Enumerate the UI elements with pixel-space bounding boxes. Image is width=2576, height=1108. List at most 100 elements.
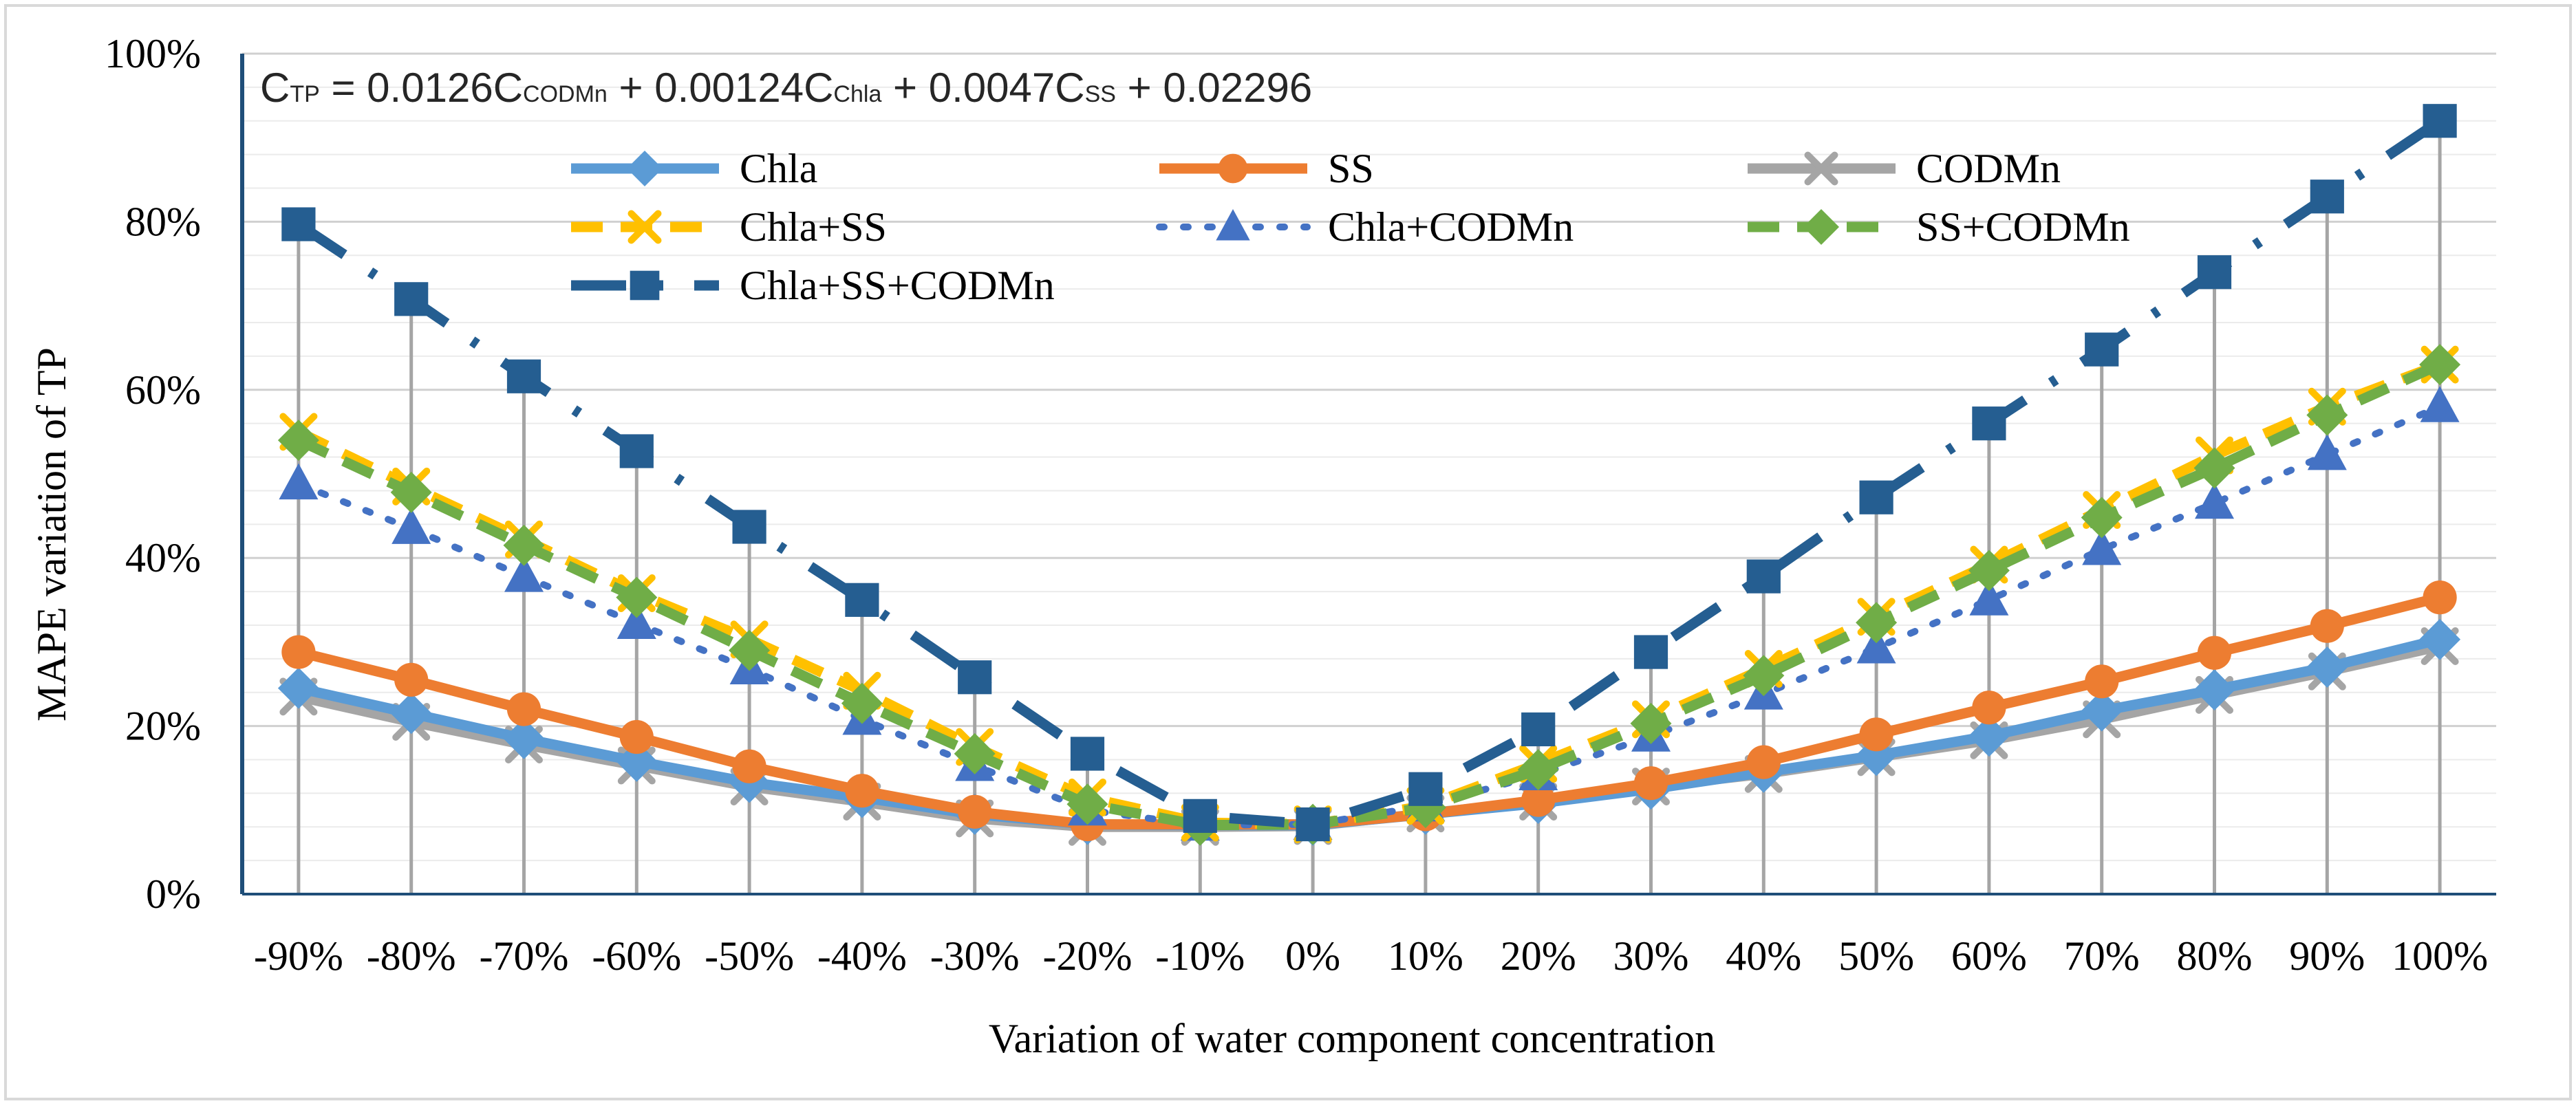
data-point (503, 717, 545, 759)
legend-label: Chla+SS+CODMn (740, 263, 1055, 308)
data-point (391, 508, 431, 544)
data-point (277, 420, 319, 461)
y-tick-label: 80% (125, 199, 201, 244)
legend-swatch-marker (627, 210, 662, 244)
data-point (1517, 749, 1559, 791)
data-point (958, 794, 992, 829)
data-point (954, 732, 996, 774)
legend-swatch-marker (1216, 209, 1250, 241)
data-point (2085, 664, 2119, 699)
series-chla-ss-codmn (281, 104, 2457, 842)
legend-label: Chla (740, 146, 817, 191)
legend-swatch-marker (1218, 153, 1248, 184)
data-point (616, 576, 658, 618)
x-tick-label: -50% (705, 933, 794, 979)
x-tick-label: -40% (817, 933, 907, 979)
x-tick-label: 40% (1726, 933, 1801, 979)
legend-label: SS (1328, 146, 1374, 191)
data-point (2193, 669, 2235, 711)
data-point (1296, 807, 1330, 842)
data-point (616, 602, 656, 640)
data-point (619, 719, 654, 754)
data-point (390, 471, 432, 513)
data-point (2085, 332, 2119, 367)
data-point (1183, 799, 1217, 833)
equation-term3: + 0.0047C (881, 65, 1084, 111)
x-tick-label: 50% (1838, 933, 1914, 979)
data-point (1856, 627, 1896, 664)
data-point (503, 524, 545, 566)
x-tick-label: -80% (367, 933, 456, 979)
data-point (2306, 394, 2348, 436)
legend-swatch-marker (627, 151, 663, 186)
data-point (2419, 344, 2461, 386)
equation-c1: C (260, 65, 290, 111)
legend-label: SS+CODMn (1916, 204, 2130, 250)
data-point (1066, 783, 1108, 825)
data-point (2307, 433, 2347, 470)
data-point (2306, 647, 2348, 688)
x-tick-label: -60% (592, 933, 681, 979)
data-point (506, 359, 541, 393)
data-point (2310, 180, 2344, 214)
x-tick-label: 100% (2392, 933, 2488, 979)
data-point (845, 583, 879, 617)
equation-sub-tp: TP (290, 81, 319, 107)
data-point (1633, 766, 1668, 801)
data-point (1521, 712, 1556, 747)
legend-item: SS+CODMn (1748, 204, 2130, 250)
data-point (841, 682, 883, 724)
data-point (2193, 447, 2235, 489)
data-point (1856, 602, 1898, 644)
data-point (2420, 386, 2460, 422)
data-point (2419, 618, 2461, 660)
legend-swatch-marker (1804, 151, 1838, 186)
legend-item: Chla+CODMn (1156, 204, 1574, 250)
data-point (506, 692, 541, 726)
series-layer (277, 104, 2461, 846)
data-point (1972, 691, 2006, 725)
data-point (277, 667, 319, 709)
y-tick-label: 100% (105, 31, 201, 76)
legend-label: Chla+CODMn (1328, 204, 1574, 250)
data-point (1408, 772, 1443, 806)
equation-sub-chla: Chla (833, 81, 881, 107)
x-tick-label: 90% (2289, 933, 2365, 979)
data-point (2195, 482, 2234, 519)
series-line (295, 116, 2443, 830)
equation-sub-ss: SS (1085, 81, 1116, 107)
data-point (279, 463, 319, 500)
legend-swatch-marker (1803, 209, 1839, 245)
y-tick-label: 20% (125, 704, 201, 749)
y-axis-title: MAPE variation of TP (29, 347, 74, 721)
x-tick-label: 10% (1388, 933, 1463, 979)
x-tick-label: 60% (1951, 933, 2027, 979)
data-point (281, 635, 316, 669)
data-point (2082, 528, 2122, 565)
data-point (619, 434, 654, 468)
data-point (2310, 609, 2344, 643)
equation-term1: = 0.0126C (320, 65, 523, 111)
x-tick-label: 30% (1613, 933, 1689, 979)
data-point (1968, 550, 2010, 591)
axis-layer: 0% 20% 40% 60% 80% 100% -90% -80% -70% -60% -50% -4… (105, 31, 2496, 979)
data-point (2423, 104, 2457, 138)
data-point (958, 660, 992, 695)
x-tick-label: -90% (254, 933, 343, 979)
legend-item: SS (1159, 146, 1374, 191)
series-line (296, 360, 2443, 831)
data-point (732, 749, 766, 783)
x-axis-title: Variation of water component concentrati… (989, 1016, 1715, 1061)
x-tick-label: -30% (930, 933, 1020, 979)
data-point (390, 693, 432, 735)
equation-sub-codmn: CODMn (523, 81, 608, 107)
data-point (1968, 715, 2010, 757)
legend-label: Chla+SS (740, 204, 887, 250)
x-tick-label: -70% (480, 933, 569, 979)
equation-annotation: CTP = 0.0126CCODMn + 0.00124CChla + 0.00… (260, 65, 1312, 111)
legend-item: CODMn (1748, 146, 2061, 191)
data-point (2197, 636, 2232, 670)
legend-swatch-marker (630, 270, 660, 301)
